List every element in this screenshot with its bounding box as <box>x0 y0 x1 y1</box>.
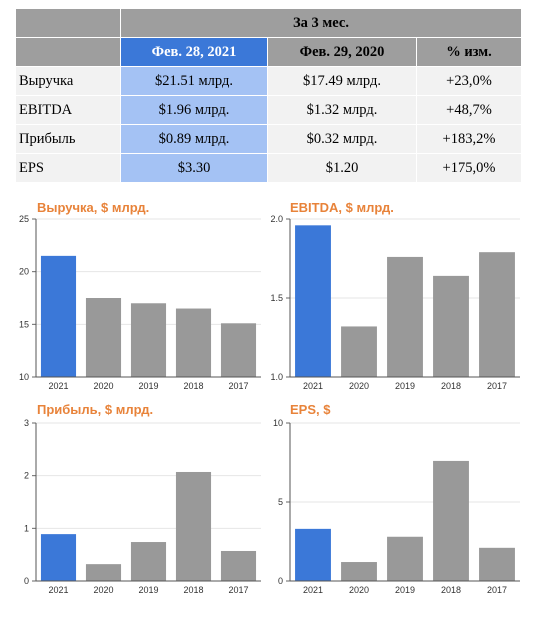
y-tick-label: 5 <box>278 497 283 507</box>
row-label: Выручка <box>15 66 121 96</box>
x-tick-label: 2020 <box>349 381 369 391</box>
cell-change: +175,0% <box>416 153 522 183</box>
x-tick-label: 2017 <box>487 585 507 595</box>
y-tick-label: 1.0 <box>270 372 283 382</box>
y-tick-label: 10 <box>273 418 283 428</box>
y-tick-label: 2.0 <box>270 214 283 224</box>
cell-previous: $1.20 <box>267 153 417 183</box>
cell-current: $21.51 млрд. <box>120 66 268 96</box>
chart-title: Выручка, $ млрд. <box>37 200 149 215</box>
x-tick-label: 2021 <box>303 585 323 595</box>
y-tick-label: 25 <box>19 214 29 224</box>
bar-2017 <box>220 550 257 581</box>
chart-title: EBITDA, $ млрд. <box>290 200 394 215</box>
x-tick-label: 2017 <box>228 381 248 391</box>
bar-2020 <box>85 564 122 581</box>
column-header-2021: Фев. 28, 2021 <box>120 37 268 67</box>
chart-title: Прибыль, $ млрд. <box>37 402 153 417</box>
cell-current: $1.96 млрд. <box>120 95 268 125</box>
column-header-change: % изм. <box>416 37 522 67</box>
bar-2017 <box>479 547 515 581</box>
x-tick-label: 2021 <box>48 381 68 391</box>
y-tick-label: 1 <box>24 523 29 533</box>
x-tick-label: 2017 <box>487 381 507 391</box>
column-header-2020: Фев. 29, 2020 <box>267 37 417 67</box>
bar-2018 <box>175 308 212 377</box>
x-tick-label: 2018 <box>183 381 203 391</box>
cell-change: +48,7% <box>416 95 522 125</box>
x-tick-label: 2019 <box>395 585 415 595</box>
cell-current: $3.30 <box>120 153 268 183</box>
y-tick-label: 0 <box>278 576 283 586</box>
bar-2019 <box>387 536 423 581</box>
row-label: EPS <box>15 153 121 183</box>
table-row-ebitda: EBITDA $1.96 млрд. $1.32 млрд. +48,7% <box>15 95 522 125</box>
bar-2019 <box>387 256 423 377</box>
x-tick-label: 2020 <box>93 381 113 391</box>
x-tick-label: 2021 <box>303 381 323 391</box>
bar-2021 <box>295 225 331 377</box>
table-header-row-2: Фев. 28, 2021 Фев. 29, 2020 % изм. <box>15 37 522 67</box>
bar-2020 <box>85 298 122 377</box>
x-tick-label: 2020 <box>93 585 113 595</box>
bar-2020 <box>341 326 377 377</box>
y-tick-label: 10 <box>19 372 29 382</box>
y-tick-label: 0 <box>24 576 29 586</box>
y-tick-label: 1.5 <box>270 293 283 303</box>
chart-title: EPS, $ <box>290 402 331 417</box>
row-label: Прибыль <box>15 124 121 154</box>
x-tick-label: 2018 <box>441 381 461 391</box>
cell-previous: $0.32 млрд. <box>267 124 417 154</box>
bar-2019 <box>130 303 167 377</box>
x-tick-label: 2021 <box>48 585 68 595</box>
bar-2018 <box>433 275 469 377</box>
y-tick-label: 20 <box>19 267 29 277</box>
bar-2021 <box>40 534 77 581</box>
x-tick-label: 2019 <box>138 381 158 391</box>
bar-2018 <box>175 471 212 581</box>
table-row-profit: Прибыль $0.89 млрд. $0.32 млрд. +183,2% <box>15 124 522 154</box>
bar-2021 <box>295 528 331 581</box>
x-tick-label: 2018 <box>441 585 461 595</box>
bar-2021 <box>40 255 77 377</box>
table-row-eps: EPS $3.30 $1.20 +175,0% <box>15 153 522 183</box>
x-tick-label: 2017 <box>228 585 248 595</box>
y-tick-label: 3 <box>24 418 29 428</box>
cell-change: +23,0% <box>416 66 522 96</box>
bar-2017 <box>220 323 257 377</box>
x-tick-label: 2019 <box>395 381 415 391</box>
x-tick-label: 2020 <box>349 585 369 595</box>
corner-cell <box>15 8 121 38</box>
bar-2018 <box>433 460 469 581</box>
cell-change: +183,2% <box>416 124 522 154</box>
row-label: EBITDA <box>15 95 121 125</box>
x-tick-label: 2019 <box>138 585 158 595</box>
x-tick-label: 2018 <box>183 585 203 595</box>
cell-current: $0.89 млрд. <box>120 124 268 154</box>
y-tick-label: 2 <box>24 471 29 481</box>
bar-2019 <box>130 542 167 581</box>
comparison-table: За 3 мес. Фев. 28, 2021 Фев. 29, 2020 % … <box>15 8 522 183</box>
bar-2020 <box>341 562 377 581</box>
bar-2017 <box>479 252 515 377</box>
table-row-revenue: Выручка $21.51 млрд. $17.49 млрд. +23,0% <box>15 66 522 96</box>
y-tick-label: 15 <box>19 319 29 329</box>
